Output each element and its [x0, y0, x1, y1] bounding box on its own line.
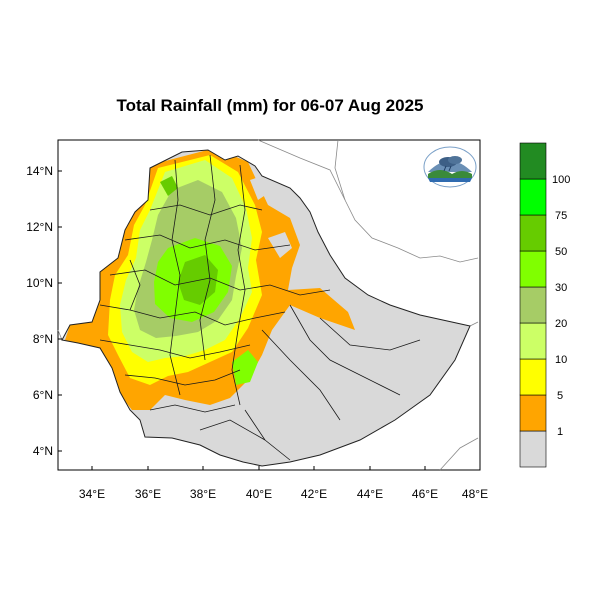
y-axis: 14°N 12°N 10°N 8°N 6°N 4°N — [26, 164, 62, 458]
x-tick-label: 42°E — [301, 487, 327, 501]
legend-swatch — [519, 214, 547, 252]
legend-swatch — [519, 286, 547, 324]
legend-swatch — [519, 394, 547, 432]
x-axis: 34°E 36°E 38°E 40°E 42°E 44°E 46°E 48°E — [79, 466, 488, 501]
y-tick-label: 6°N — [33, 388, 53, 402]
legend-swatch — [519, 430, 547, 468]
x-tick-label: 46°E — [412, 487, 438, 501]
legend-swatch — [519, 250, 547, 288]
legend-label: 75 — [555, 210, 567, 222]
legend-label: 100 — [552, 174, 570, 186]
x-tick-label: 48°E — [462, 487, 488, 501]
legend-label: 1 — [557, 426, 563, 438]
x-tick-label: 44°E — [357, 487, 383, 501]
legend-colorbar: 1 5 10 20 30 50 75 100 — [519, 142, 570, 468]
legend-label: 30 — [555, 282, 567, 294]
legend-label: 50 — [555, 246, 567, 258]
legend-label: 5 — [557, 390, 563, 402]
y-tick-label: 8°N — [33, 332, 53, 346]
neighbour-borders — [57, 139, 479, 471]
legend-swatch — [519, 358, 547, 396]
legend-swatch — [519, 178, 547, 216]
y-tick-label: 12°N — [26, 220, 53, 234]
legend-label: 20 — [555, 318, 567, 330]
x-tick-label: 38°E — [190, 487, 216, 501]
y-tick-label: 4°N — [33, 444, 53, 458]
legend-swatch — [519, 322, 547, 360]
ethiopian-meteorology-institute-logo-icon — [423, 146, 477, 188]
admin-boundaries — [99, 154, 421, 461]
x-tick-label: 40°E — [246, 487, 272, 501]
legend-label: 10 — [555, 354, 567, 366]
y-tick-label: 14°N — [26, 164, 53, 178]
y-tick-label: 10°N — [26, 276, 53, 290]
map-title: Total Rainfall (mm) for 06-07 Aug 2025 — [116, 96, 424, 115]
x-tick-label: 34°E — [79, 487, 105, 501]
legend-swatch — [519, 142, 547, 180]
x-tick-label: 36°E — [135, 487, 161, 501]
